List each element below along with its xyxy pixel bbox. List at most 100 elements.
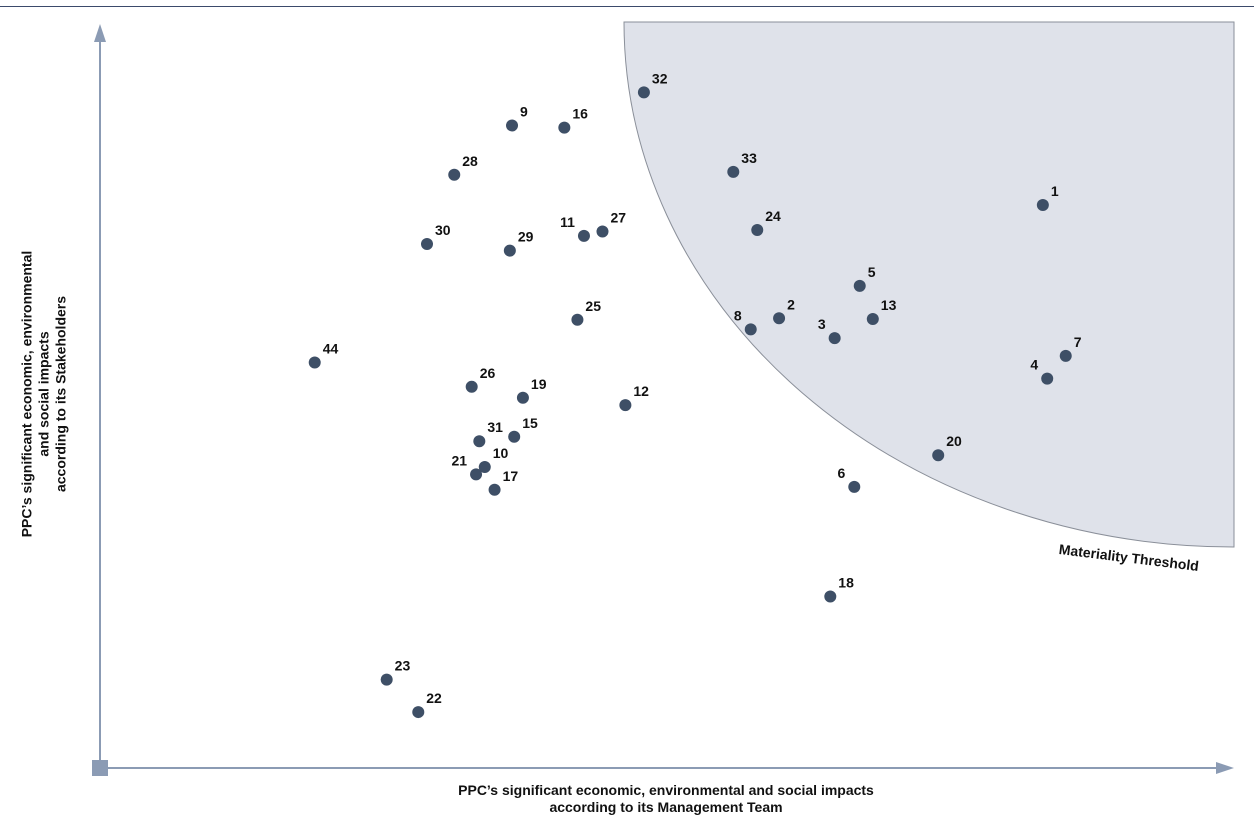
point-marker [473,435,486,448]
point-marker [637,86,650,99]
point-marker [465,380,478,393]
data-point: 17 [488,468,519,496]
data-point: 30 [421,222,451,250]
data-point: 29 [503,229,534,257]
point-label: 4 [1030,357,1038,373]
point-label: 22 [426,690,442,706]
data-point: 19 [516,376,547,404]
point-label: 24 [765,208,781,224]
point-label: 9 [520,103,528,119]
data-point: 27 [596,209,626,238]
point-label: 33 [741,150,757,166]
point-marker [848,480,861,493]
materiality-threshold-area [623,21,1235,548]
point-marker [824,590,837,603]
point-marker [1041,372,1054,385]
point-marker [751,223,764,236]
data-point: 22 [412,690,442,719]
point-marker [853,279,866,292]
point-marker [308,356,321,369]
point-marker [596,225,609,238]
data-point: 32 [637,70,668,99]
data-point: 11 [560,214,590,242]
data-point: 26 [465,365,496,393]
point-label: 12 [633,383,649,399]
point-label: 32 [652,70,668,86]
data-point: 13 [866,297,897,326]
x-axis-arrow [1216,762,1234,774]
point-marker [619,399,632,412]
axes [92,24,1234,776]
data-point: 3 [818,316,841,345]
data-point: 24 [751,208,781,236]
point-label: 27 [610,209,626,225]
data-point: 44 [308,340,339,369]
point-marker [744,323,757,336]
point-label: 11 [560,214,575,230]
data-point: 16 [558,106,588,134]
point-marker [508,430,521,443]
point-label: 2 [787,296,795,312]
point-marker [571,313,584,326]
data-point: 33 [727,150,757,178]
point-label: 3 [818,316,826,332]
point-label: 1 [1051,183,1059,199]
data-point: 9 [506,103,528,132]
data-point: 7 [1059,334,1082,362]
data-point: 15 [508,415,538,443]
data-point: 20 [932,433,962,462]
point-marker [448,168,461,181]
point-marker [380,673,393,686]
axis-origin-square [92,760,108,776]
point-marker [558,121,571,134]
point-label: 15 [522,415,538,431]
y-axis-label: PPC’s significant economic, environmenta… [18,250,69,538]
point-marker [488,483,501,496]
point-marker [470,468,483,481]
point-label: 26 [480,365,496,381]
y-axis-arrow [94,24,106,42]
point-label: 18 [838,575,854,591]
data-point: 1 [1036,183,1059,211]
data-point: 18 [824,575,854,603]
point-marker [503,244,516,257]
point-label: 25 [585,298,601,314]
data-point: 4 [1030,357,1054,385]
data-point: 25 [571,298,601,326]
point-marker [577,229,590,242]
point-marker [828,332,841,345]
data-point: 8 [734,307,757,336]
data-point: 6 [837,465,861,493]
point-marker [412,706,425,719]
point-label: 31 [487,419,503,435]
data-point: 21 [451,452,483,481]
data-point: 31 [473,419,503,448]
point-label: 17 [503,468,519,484]
point-label: 19 [531,376,547,392]
data-point: 10 [478,445,509,473]
point-marker [773,312,786,325]
point-label: 20 [946,433,962,449]
point-marker [516,391,529,404]
point-marker [478,460,491,473]
data-point: 23 [380,658,411,686]
x-axis-label: PPC’s significant economic, environmenta… [458,782,874,815]
data-points: 1234567891011121315161718192021222324252… [308,70,1082,719]
materiality-region [623,21,1235,548]
point-marker [421,237,433,250]
data-point: 2 [773,296,795,325]
data-point: 5 [853,264,876,292]
point-marker [866,313,879,326]
point-label: 6 [837,465,845,481]
top-rule [0,6,1254,7]
point-label: 21 [451,452,467,468]
point-label: 28 [462,153,478,169]
point-marker [506,119,519,132]
point-label: 23 [395,658,411,674]
point-label: 30 [435,222,451,238]
point-marker [1059,349,1072,362]
data-point: 12 [619,383,649,412]
point-label: 5 [868,264,876,280]
data-point: 28 [448,153,478,181]
